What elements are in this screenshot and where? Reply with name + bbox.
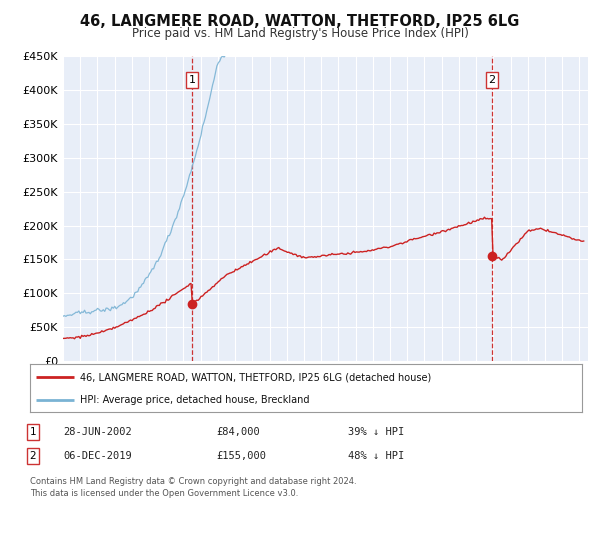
Text: Contains HM Land Registry data © Crown copyright and database right 2024.
This d: Contains HM Land Registry data © Crown c…	[30, 477, 356, 498]
Text: 28-JUN-2002: 28-JUN-2002	[63, 427, 132, 437]
Text: 1: 1	[188, 74, 196, 85]
Text: £84,000: £84,000	[216, 427, 260, 437]
Text: 48% ↓ HPI: 48% ↓ HPI	[348, 451, 404, 461]
Text: 46, LANGMERE ROAD, WATTON, THETFORD, IP25 6LG (detached house): 46, LANGMERE ROAD, WATTON, THETFORD, IP2…	[80, 372, 431, 382]
Text: Price paid vs. HM Land Registry's House Price Index (HPI): Price paid vs. HM Land Registry's House …	[131, 27, 469, 40]
Text: 2: 2	[29, 451, 37, 461]
Text: HPI: Average price, detached house, Breckland: HPI: Average price, detached house, Brec…	[80, 395, 309, 405]
Text: 46, LANGMERE ROAD, WATTON, THETFORD, IP25 6LG: 46, LANGMERE ROAD, WATTON, THETFORD, IP2…	[80, 14, 520, 29]
Text: 2: 2	[488, 74, 496, 85]
Text: £155,000: £155,000	[216, 451, 266, 461]
Text: 39% ↓ HPI: 39% ↓ HPI	[348, 427, 404, 437]
Text: 06-DEC-2019: 06-DEC-2019	[63, 451, 132, 461]
Text: 1: 1	[29, 427, 37, 437]
